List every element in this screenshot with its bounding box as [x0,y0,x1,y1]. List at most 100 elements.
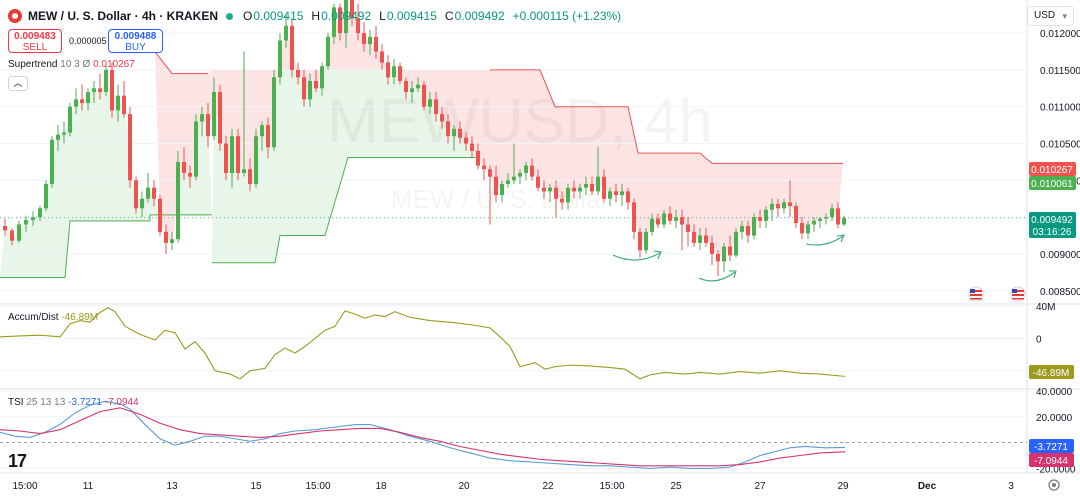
currency-select[interactable]: USD [1027,6,1074,26]
candle[interactable] [206,103,210,148]
candle[interactable] [836,202,840,229]
candle[interactable] [710,235,714,265]
candle[interactable] [10,228,14,246]
candle[interactable] [650,213,654,236]
candle[interactable] [494,165,498,203]
candle[interactable] [446,114,450,144]
candle[interactable] [824,213,828,225]
candle[interactable] [698,228,702,251]
candle[interactable] [326,33,330,70]
candle[interactable] [302,69,306,107]
candle[interactable] [692,224,696,247]
candle[interactable] [410,80,414,104]
candle[interactable] [548,184,552,203]
candle[interactable] [368,29,372,56]
candle[interactable] [290,18,294,78]
candle[interactable] [224,136,228,181]
candle[interactable] [38,206,42,221]
candle[interactable] [728,235,732,262]
candle[interactable] [296,62,300,85]
candle[interactable] [530,158,534,181]
candle[interactable] [704,228,708,247]
candle[interactable] [122,80,126,118]
candle[interactable] [770,198,774,221]
candle[interactable] [668,206,672,225]
candle[interactable] [476,143,480,170]
tsi-legend[interactable]: TSI 25 13 13 -3.7271 -7.0944 [8,397,139,408]
us-flag-icon[interactable] [968,286,984,302]
candle[interactable] [380,44,384,70]
candle[interactable] [746,220,750,243]
candle[interactable] [17,220,21,243]
accum-dist-legend[interactable]: Accum/Dist -46.89M [8,312,98,323]
candle[interactable] [182,147,186,181]
candle[interactable] [278,33,282,85]
candle[interactable] [524,161,528,181]
us-flag-icon[interactable] [1010,286,1026,302]
candle[interactable] [320,62,324,96]
candle[interactable] [488,165,492,225]
candle[interactable] [392,58,396,85]
candle[interactable] [788,180,792,218]
candle[interactable] [152,180,156,207]
candle[interactable] [674,209,678,229]
candle[interactable] [740,220,744,240]
candle[interactable] [614,184,618,203]
candle[interactable] [386,55,390,85]
candle[interactable] [662,209,666,229]
candle[interactable] [752,213,756,240]
candle[interactable] [806,220,810,240]
candle[interactable] [842,215,846,226]
candle[interactable] [560,191,564,210]
candle[interactable] [566,184,570,210]
candle[interactable] [338,3,342,41]
candle[interactable] [98,73,102,100]
candle[interactable] [620,184,624,207]
candle[interactable] [56,125,60,151]
candle[interactable] [218,84,222,151]
candle[interactable] [134,176,138,214]
candle[interactable] [758,209,762,229]
sell-button[interactable]: 0.009483 SELL [8,29,62,53]
candle[interactable] [242,51,246,177]
candle[interactable] [458,121,462,144]
candle[interactable] [626,187,630,210]
candle[interactable] [602,169,606,203]
candle[interactable] [578,184,582,199]
candle[interactable] [638,228,642,258]
candle[interactable] [632,198,636,240]
candle[interactable] [608,187,612,207]
candle[interactable] [344,0,348,48]
gear-icon[interactable] [1048,479,1060,491]
candle[interactable] [464,132,468,151]
candle[interactable] [506,172,510,188]
candle[interactable] [80,84,84,111]
candle[interactable] [44,180,48,212]
candle[interactable] [584,176,588,196]
candle[interactable] [542,180,546,199]
candle[interactable] [272,69,276,151]
candle[interactable] [374,25,378,59]
candle[interactable] [158,195,162,236]
candle[interactable] [230,128,234,188]
supertrend-legend[interactable]: Supertrend 10 3 Ø 0.010267 [8,59,135,70]
candle[interactable] [92,80,96,104]
candle[interactable] [62,121,66,144]
candle[interactable] [110,62,114,118]
candle[interactable] [518,169,522,185]
candle[interactable] [818,217,822,229]
candle[interactable] [764,206,768,229]
candle[interactable] [482,158,486,181]
candle[interactable] [440,106,444,129]
candle[interactable] [776,198,780,218]
candle[interactable] [104,62,108,96]
candle[interactable] [572,180,576,199]
buy-button[interactable]: 0.009488 BUY [108,29,163,53]
candle[interactable] [260,121,264,151]
candle[interactable] [686,217,690,247]
candle[interactable] [470,136,474,159]
candle[interactable] [194,114,198,181]
candle[interactable] [404,77,408,100]
candle[interactable] [266,117,270,159]
candle[interactable] [422,80,426,111]
